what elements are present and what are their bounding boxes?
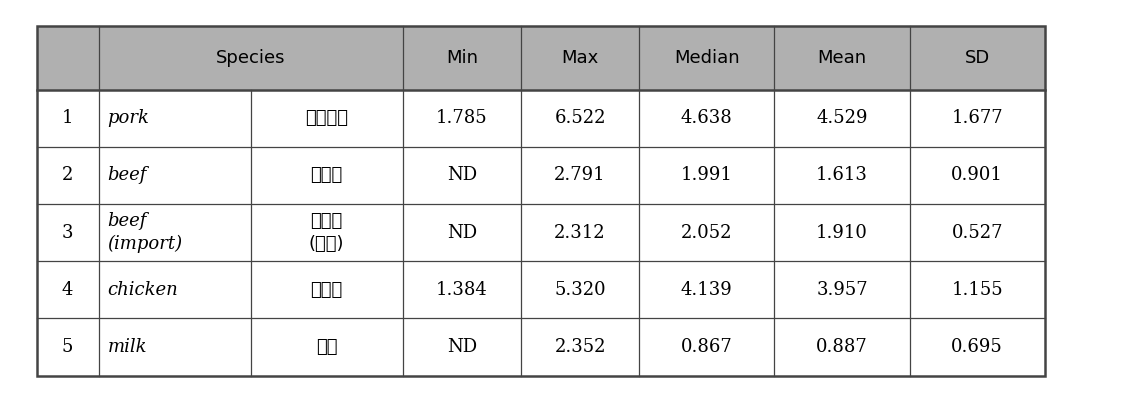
Bar (36, 26, 1045, 90)
Bar (36, 26, 1045, 376)
Text: 0.867: 0.867 (681, 338, 732, 356)
Text: 0.901: 0.901 (951, 166, 1003, 184)
Text: 우유: 우유 (316, 338, 337, 356)
Text: 4.638: 4.638 (681, 109, 732, 127)
Text: ND: ND (447, 224, 477, 242)
Text: 4.139: 4.139 (681, 281, 732, 299)
Bar (36, 318, 1045, 376)
Text: 5: 5 (62, 338, 74, 356)
Text: 4: 4 (62, 281, 74, 299)
Text: 0.695: 0.695 (951, 338, 1003, 356)
Text: 5.320: 5.320 (555, 281, 606, 299)
Text: 1.384: 1.384 (436, 281, 488, 299)
Text: 2.352: 2.352 (555, 338, 606, 356)
Text: ND: ND (447, 338, 477, 356)
Text: 0.887: 0.887 (816, 338, 868, 356)
Text: ND: ND (447, 166, 477, 184)
Text: beef
(import): beef (import) (108, 212, 182, 253)
Text: 3: 3 (62, 224, 74, 242)
Text: pork: pork (108, 109, 149, 127)
Text: 2.312: 2.312 (555, 224, 606, 242)
Text: 0.527: 0.527 (951, 224, 1003, 242)
Text: 닭고기: 닭고기 (310, 281, 343, 299)
Text: 4.529: 4.529 (816, 109, 868, 127)
Text: 2: 2 (62, 166, 74, 184)
Text: 쉼고기
(수입): 쉼고기 (수입) (309, 212, 344, 253)
Text: 1.785: 1.785 (436, 109, 488, 127)
Text: 1.613: 1.613 (816, 166, 868, 184)
Bar (36, 147, 1045, 204)
Text: beef: beef (108, 166, 147, 184)
Text: 돼지고기: 돼지고기 (306, 109, 349, 127)
Text: SD: SD (964, 49, 989, 67)
Text: 2.052: 2.052 (681, 224, 732, 242)
Bar (36, 261, 1045, 318)
Text: Mean: Mean (817, 49, 866, 67)
Bar (36, 204, 1045, 261)
Text: 6.522: 6.522 (555, 109, 606, 127)
Text: Species: Species (216, 49, 285, 67)
Text: 1: 1 (62, 109, 74, 127)
Text: 쉼고기: 쉼고기 (310, 166, 343, 184)
Text: Max: Max (561, 49, 599, 67)
Text: 1.677: 1.677 (951, 109, 1003, 127)
Text: 1.155: 1.155 (951, 281, 1003, 299)
Text: 2.791: 2.791 (555, 166, 606, 184)
Text: chicken: chicken (108, 281, 178, 299)
Text: milk: milk (108, 338, 147, 356)
Text: Median: Median (674, 49, 739, 67)
Text: 1.910: 1.910 (816, 224, 868, 242)
Text: 3.957: 3.957 (816, 281, 868, 299)
Bar (36, 90, 1045, 147)
Text: Min: Min (446, 49, 478, 67)
Text: 1.991: 1.991 (680, 166, 732, 184)
